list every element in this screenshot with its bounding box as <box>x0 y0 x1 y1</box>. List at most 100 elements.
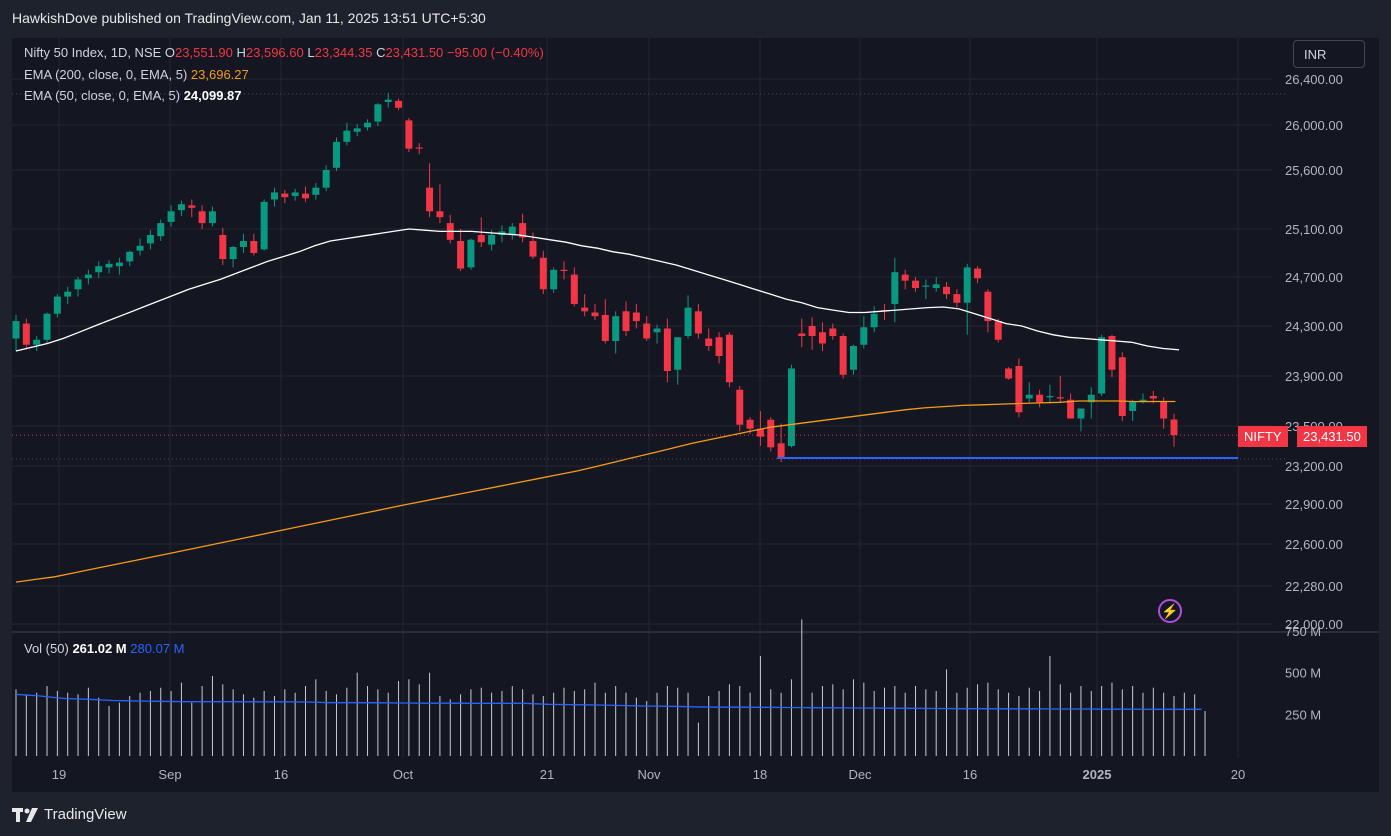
candle-body <box>818 332 826 344</box>
candle-body <box>715 337 723 356</box>
candle-body <box>1025 394 1033 399</box>
price-tick-label: 24,300.00 <box>1285 319 1343 334</box>
high-label: H <box>236 45 246 60</box>
tradingview-brand: TradingView <box>44 806 127 823</box>
publisher-bar: HawkishDove published on TradingView.com… <box>0 0 1391 38</box>
time-tick-label: Oct <box>393 767 414 782</box>
candle-body <box>953 294 961 303</box>
symbol-price-tag: NIFTY <box>1238 426 1288 447</box>
price-tick-label: 26,000.00 <box>1285 118 1343 133</box>
price-tick-label: 25,100.00 <box>1285 222 1343 237</box>
candle-body <box>798 333 806 336</box>
ohlc-legend: Nifty 50 Index, 1D, NSE O23,551.90 H23,5… <box>24 45 544 60</box>
candle-body <box>932 284 940 289</box>
candle-body <box>415 147 423 149</box>
candle-body <box>550 269 558 290</box>
candle-body <box>312 187 320 195</box>
candle-body <box>963 267 971 303</box>
candle-body <box>353 128 361 132</box>
time-tick-label: 20 <box>1231 767 1245 782</box>
candle-body <box>219 235 227 259</box>
low-label: L <box>307 45 315 60</box>
ema50-line <box>15 228 1180 352</box>
candle-body <box>53 296 61 314</box>
volume-tick-label: 250 M <box>1285 707 1321 722</box>
price-tick-label: 22,600.00 <box>1285 537 1343 552</box>
candle-body <box>405 120 413 149</box>
price-tick-label: 24,700.00 <box>1285 270 1343 285</box>
candle-body <box>984 291 992 322</box>
candle-body <box>653 328 661 333</box>
candle-body <box>891 272 899 304</box>
currency-selector[interactable]: INR <box>1293 40 1365 68</box>
ema50-legend: EMA (50, close, 0, EMA, 5) 24,099.87 <box>24 88 242 103</box>
candle-body <box>632 312 640 322</box>
candle-body <box>839 336 847 375</box>
candle-body <box>333 141 341 168</box>
candle-body <box>777 443 785 458</box>
candle-body <box>1108 336 1116 370</box>
candle-body <box>270 192 278 200</box>
chart-svg[interactable]: 26,400.00 26,000.00 25,600.00 25,100.00 24,7… <box>12 38 1379 792</box>
candle-body <box>95 266 103 273</box>
candle-body <box>643 323 651 339</box>
candle-body <box>322 170 330 188</box>
tradingview-logo[interactable]: TradingView <box>12 806 127 823</box>
candle-body <box>1098 337 1106 394</box>
candle-body <box>436 211 444 218</box>
low-value: 23,344.35 <box>314 45 373 60</box>
candle-body <box>849 346 857 370</box>
candle-body <box>674 337 682 370</box>
candle-body <box>1129 401 1137 411</box>
candle-body <box>601 314 609 341</box>
ema200-line <box>15 400 1176 583</box>
candle-body <box>663 328 671 371</box>
candle-body <box>488 235 496 245</box>
candle-body <box>612 316 620 341</box>
candle-body <box>84 274 92 279</box>
time-tick-label: 16 <box>963 767 977 782</box>
publisher-text: HawkishDove published on TradingView.com… <box>12 10 486 26</box>
candle-body <box>43 313 51 340</box>
ema50-value: 24,099.87 <box>183 88 242 103</box>
candle-body <box>239 241 247 247</box>
price-tick-label: 23,200.00 <box>1285 459 1343 474</box>
candle-body <box>808 326 816 336</box>
candle-body <box>126 251 134 262</box>
candle-body <box>943 286 951 295</box>
candle-body <box>229 247 237 259</box>
candle-body <box>188 205 196 208</box>
candle-body <box>208 211 216 224</box>
candle-body <box>105 263 113 268</box>
candle-body <box>177 204 185 211</box>
time-tick-label: Nov <box>637 767 661 782</box>
candle-body <box>364 122 372 128</box>
open-value: 23,551.90 <box>175 45 233 60</box>
close-label: C <box>376 45 386 60</box>
chart-area[interactable]: 26,400.00 26,000.00 25,600.00 25,100.00 24,7… <box>12 38 1379 792</box>
volume-tick-label: 750 M <box>1285 624 1321 639</box>
ema50-label: EMA (50, close, 0, EMA, 5) <box>24 88 181 103</box>
candle-body <box>746 419 754 429</box>
candle-body <box>1005 368 1013 379</box>
volume-legend: Vol (50) 261.02 M 280.07 M <box>24 641 184 656</box>
ema200-value: 23,696.27 <box>190 67 249 82</box>
candle-body <box>591 312 599 317</box>
candle-body <box>291 192 299 196</box>
candle-body <box>560 269 568 271</box>
candle-body <box>767 419 775 448</box>
candle-body <box>250 241 258 253</box>
candle-body <box>1056 397 1064 399</box>
candle-body <box>529 241 537 257</box>
flash-icon[interactable]: ⚡ <box>1158 599 1182 623</box>
volume-label: Vol (50) <box>24 641 69 656</box>
candle-body <box>1139 399 1147 401</box>
candle-body <box>1015 366 1023 413</box>
candle-body <box>136 245 144 251</box>
candle-body <box>395 100 403 108</box>
candle-body <box>570 274 578 304</box>
candle-body <box>922 285 930 287</box>
open-label: O <box>164 45 176 60</box>
candle-body <box>467 239 475 268</box>
candle-body <box>1046 396 1054 398</box>
